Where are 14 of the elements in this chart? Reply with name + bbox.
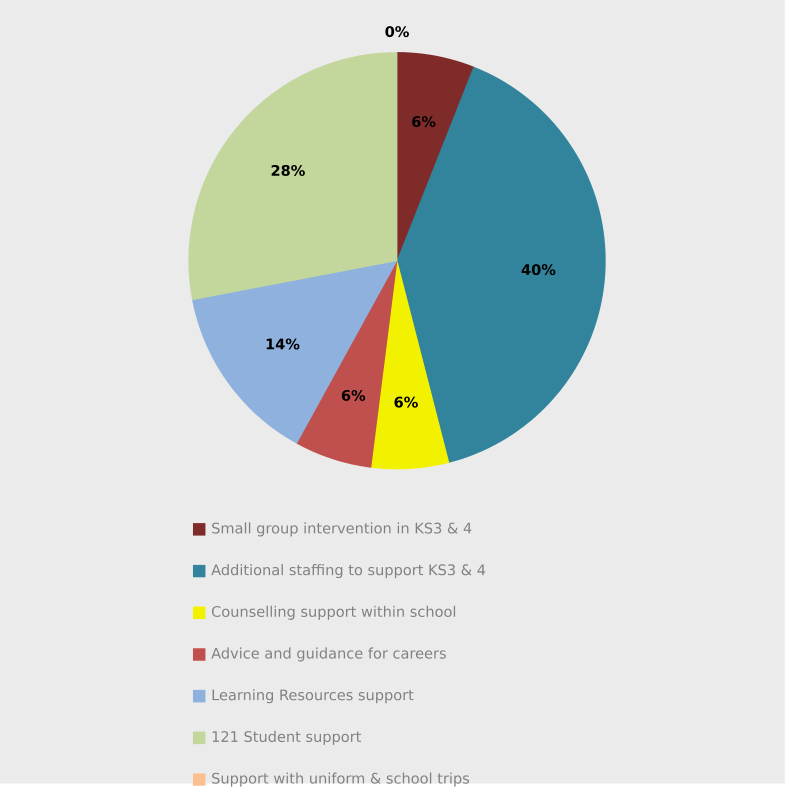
data-label: 6% <box>342 390 366 401</box>
legend-label: 121 Student support <box>212 730 362 745</box>
data-label: 40% <box>522 264 556 276</box>
legend-label: Small group intervention in KS3 & 4 <box>212 522 472 536</box>
legend-label: Counselling support within school <box>212 606 456 620</box>
legend-label: Additional staffing to support KS3 & 4 <box>211 564 486 578</box>
data-label: 28% <box>272 164 305 176</box>
data-label: 6% <box>394 396 418 408</box>
legend-label: Support with uniform & school trips <box>212 772 470 787</box>
text: 0% <box>385 26 410 38</box>
data-label: 6% <box>412 116 436 128</box>
data-label: 14% <box>266 338 300 350</box>
legend-label: Advice and guidance for careers <box>211 647 446 662</box>
legend-label: Learning Resources support <box>212 689 414 704</box>
